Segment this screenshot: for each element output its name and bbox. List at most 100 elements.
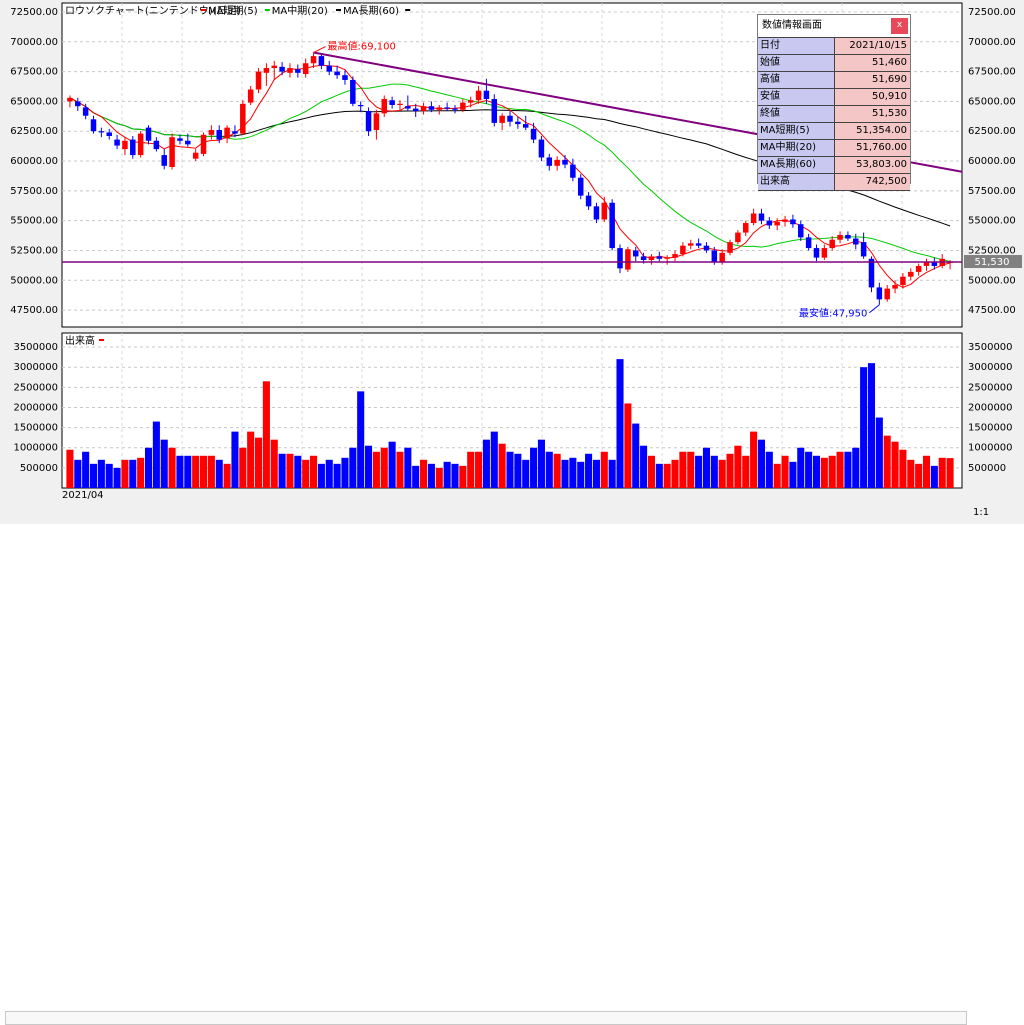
volume-bar	[530, 447, 538, 488]
candle-body	[515, 121, 521, 125]
volume-bar	[757, 439, 766, 488]
volume-bar	[773, 463, 781, 488]
low-annotation: 最安値:47,950	[799, 307, 867, 320]
volume-bar	[883, 435, 891, 488]
candle-body	[436, 107, 443, 110]
info-row-value: 742,500	[835, 174, 910, 190]
volume-bar	[930, 465, 938, 488]
volume-bar	[844, 451, 852, 488]
high-annotation: 最高値:69,100	[328, 40, 396, 53]
date-strip	[0, 489, 1024, 503]
candle-body	[782, 219, 788, 222]
candle-body	[640, 256, 647, 260]
price-tick-label-left: 60000.00	[10, 156, 58, 167]
info-row-label: MA中期(20)	[758, 140, 835, 156]
legend-ma20: MA中期(20)	[272, 4, 328, 17]
volume-bar	[199, 455, 208, 488]
candle-body	[153, 140, 160, 150]
candle-body	[232, 131, 238, 134]
volume-bar	[506, 451, 514, 488]
candle-body	[122, 140, 128, 150]
candle-body	[758, 213, 765, 221]
volume-bar	[176, 455, 184, 488]
volume-bar	[152, 421, 160, 488]
candle-body	[892, 285, 898, 289]
last-price-tag-bg	[964, 255, 1022, 269]
volume-bar	[514, 453, 522, 488]
volume-bar	[907, 459, 915, 488]
info-row-value: 51,760.00	[835, 140, 910, 156]
candle-body	[192, 152, 199, 159]
candle-body	[216, 130, 222, 140]
candle-body	[625, 249, 631, 270]
volume-bar	[286, 453, 294, 488]
volume-bar	[592, 459, 600, 488]
volume-bar	[74, 459, 82, 488]
volume-bar	[608, 459, 616, 488]
info-row: 終値 51,530	[758, 105, 910, 122]
candle-body	[169, 137, 175, 167]
price-tick-label-right: 50000.00	[968, 275, 1016, 286]
candle-body	[522, 124, 529, 128]
volume-bar	[663, 463, 671, 488]
info-row-label: 終値	[758, 106, 835, 122]
info-row-label: 高値	[758, 72, 835, 88]
volume-bar	[585, 453, 593, 488]
price-tick-label-right: 67500.00	[968, 67, 1016, 78]
candle-body	[357, 105, 364, 107]
candle-body	[342, 75, 348, 80]
last-price-tag: 51,530	[975, 257, 1010, 268]
info-row-value: 50,910	[835, 89, 910, 105]
volume-bar	[561, 459, 569, 488]
volume-tick-label-right: 1000000	[968, 443, 1013, 454]
volume-bar	[828, 455, 836, 488]
candle-body	[326, 65, 333, 72]
price-tick-label-left: 52500.00	[10, 245, 58, 256]
candle-body	[106, 132, 112, 136]
volume-bar	[899, 449, 907, 488]
price-tick-label-left: 57500.00	[10, 186, 58, 197]
volume-bar	[498, 443, 506, 488]
info-panel-title-text: 数値情報画面	[762, 20, 822, 31]
info-row-value: 51,530	[835, 106, 910, 122]
low-annotation-arrow	[869, 304, 880, 314]
zoom-ratio-label[interactable]: 1:1	[973, 507, 990, 518]
volume-bar	[632, 423, 640, 488]
candle-body	[287, 68, 293, 73]
price-tick-label-left: 72500.00	[10, 7, 58, 18]
info-row-label: 安値	[758, 89, 835, 105]
candle-body	[444, 107, 450, 109]
close-icon[interactable]: x	[891, 18, 908, 34]
volume-bar	[640, 445, 648, 488]
candle-body	[208, 130, 215, 135]
candle-body	[829, 239, 835, 249]
candle-body	[908, 271, 914, 277]
value-info-panel[interactable]: 数値情報画面 x 日付 2021/10/15 始値 51,460 高値 51,690 安値 5…	[757, 14, 911, 191]
candle-body	[664, 257, 670, 259]
candle-body	[420, 106, 427, 111]
candle-body	[617, 248, 623, 269]
candle-body	[821, 248, 828, 258]
candle-body	[632, 250, 639, 257]
volume-bar	[860, 367, 868, 488]
price-tick-label-left: 65000.00	[10, 96, 58, 107]
info-row: MA中期(20) 51,760.00	[758, 139, 910, 156]
candle-body	[255, 71, 262, 90]
price-tick-label-left: 50000.00	[10, 275, 58, 286]
volume-bar	[852, 447, 860, 488]
volume-tick-label-right: 2500000	[968, 382, 1013, 393]
candle-body	[774, 221, 780, 226]
candle-body	[923, 262, 930, 266]
info-row-label: MA長期(60)	[758, 157, 835, 173]
volume-bar	[451, 463, 459, 488]
volume-bar	[577, 461, 585, 488]
horizontal-scrollbar[interactable]	[5, 1011, 967, 1025]
volume-bar	[891, 441, 899, 488]
price-tick-label-left: 62500.00	[10, 126, 58, 137]
legend-ma5-swatch	[201, 9, 206, 11]
candle-body	[114, 139, 120, 146]
candle-body	[460, 102, 466, 110]
volume-bar	[231, 431, 239, 488]
volume-bar	[325, 459, 333, 488]
candle-body	[295, 69, 301, 73]
